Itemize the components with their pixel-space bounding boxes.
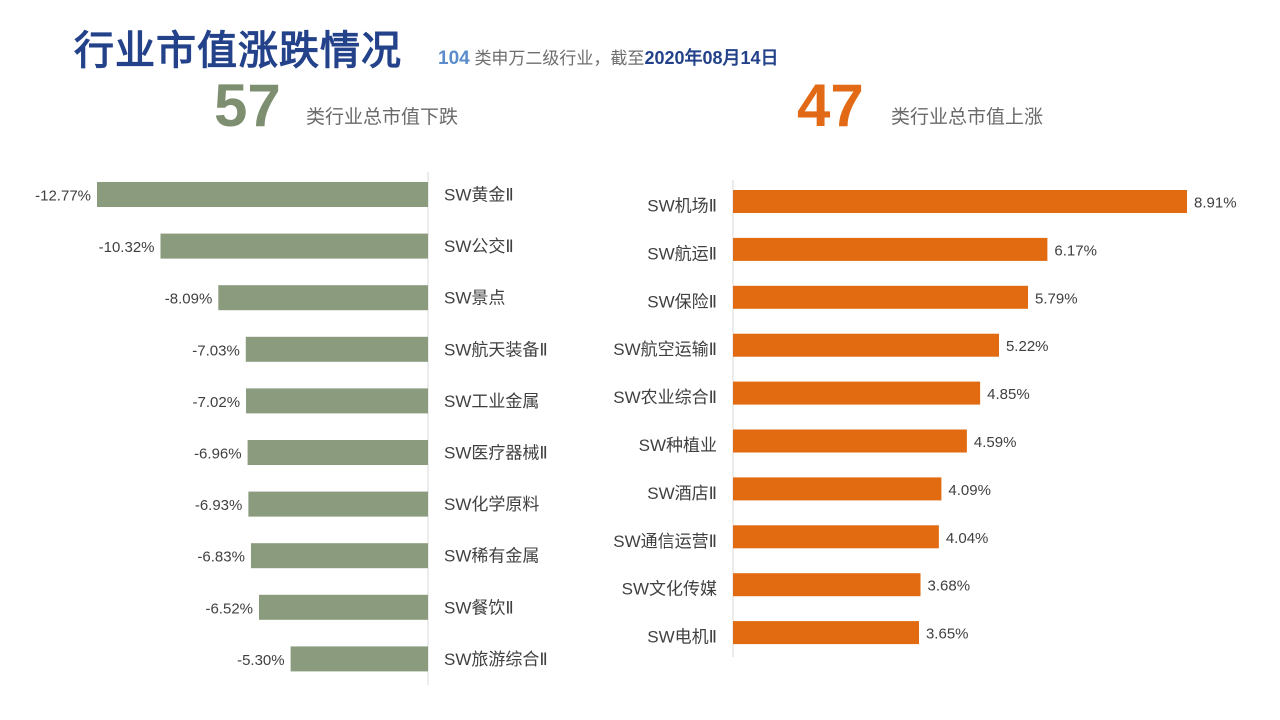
up-category-label: SW酒店Ⅱ — [647, 484, 717, 503]
up-category-label: SW农业综合Ⅱ — [613, 388, 717, 407]
up-category-label: SW机场Ⅱ — [647, 197, 717, 216]
down-value-label: -7.02% — [193, 394, 241, 411]
down-category-label: SW航天装备Ⅱ — [444, 340, 548, 359]
up-category-label: SW种植业 — [639, 436, 717, 455]
down-value-label: -5.30% — [237, 652, 285, 669]
page-title: 行业市值涨跌情况 — [74, 29, 402, 73]
down-bar — [246, 388, 428, 414]
down-value-label: -12.77% — [35, 188, 91, 205]
up-category-label: SW电机Ⅱ — [647, 628, 717, 647]
up-category-label: SW航空运输Ⅱ — [613, 340, 717, 359]
down-category-label: SW景点 — [444, 289, 505, 308]
down-value-label: -6.93% — [195, 497, 243, 514]
up-value-label: 4.85% — [987, 386, 1030, 403]
down-bar — [247, 440, 428, 465]
down-bar — [97, 182, 428, 207]
down-bar — [250, 543, 428, 569]
down-bar — [218, 285, 428, 311]
down-value-label: -6.52% — [205, 600, 253, 617]
up-category-label: SW航运Ⅱ — [647, 244, 717, 263]
up-category-label: SW通信运营Ⅱ — [613, 532, 717, 551]
down-bar — [248, 491, 428, 517]
up-value-label: 5.79% — [1035, 290, 1078, 307]
up-value-label: 4.59% — [974, 434, 1017, 451]
up-value-label: 3.68% — [928, 578, 971, 595]
up-category-label: SW文化传媒 — [622, 580, 717, 599]
down-bar — [245, 336, 428, 362]
up-bar — [733, 237, 1048, 261]
down-bar — [259, 594, 428, 620]
down-count: 57 — [214, 72, 281, 139]
up-category-label: SW保险Ⅱ — [647, 292, 717, 311]
down-category-label: SW化学原料 — [444, 495, 539, 514]
down-category-label: SW稀有金属 — [444, 547, 539, 566]
down-value-label: -7.03% — [192, 342, 240, 359]
up-bar — [733, 429, 967, 453]
down-category-label: SW公交Ⅱ — [444, 237, 514, 256]
down-bar — [290, 646, 428, 672]
up-value-label: 3.65% — [926, 626, 969, 643]
subtitle-text: 类申万二级行业，截至 — [474, 49, 645, 68]
up-count: 47 — [797, 72, 864, 139]
page-subtitle: 104 类申万二级行业，截至2020年08月14日 — [438, 44, 779, 70]
up-bar — [733, 477, 942, 501]
up-bar — [733, 333, 999, 357]
down-category-label: SW旅游综合Ⅱ — [444, 650, 548, 669]
up-value-label: 4.04% — [946, 530, 989, 547]
up-bar — [733, 285, 1029, 309]
up-bar — [733, 525, 939, 549]
up-bar — [733, 621, 919, 645]
down-category-label: SW黄金Ⅱ — [444, 186, 514, 205]
as-of-date: 2020年08月14日 — [644, 48, 779, 68]
down-category-label: SW医疗器械Ⅱ — [444, 444, 548, 463]
up-value-label: 6.17% — [1054, 242, 1097, 259]
up-value-label: 4.09% — [948, 482, 991, 499]
down-category-label: SW餐饮Ⅱ — [444, 598, 514, 617]
up-bar — [733, 190, 1187, 213]
up-label: 类行业总市值上涨 — [891, 107, 1044, 128]
up-value-label: 8.91% — [1194, 195, 1237, 212]
down-category-label: SW工业金属 — [444, 392, 539, 411]
down-bar — [160, 233, 428, 259]
down-label: 类行业总市值下跌 — [306, 107, 459, 128]
down-value-label: -6.83% — [197, 549, 245, 566]
up-bar — [733, 573, 921, 597]
industry-count: 104 — [438, 48, 470, 69]
down-value-label: -6.96% — [194, 446, 242, 463]
up-bar — [733, 381, 981, 405]
down-value-label: -8.09% — [165, 291, 213, 308]
down-value-label: -10.32% — [99, 239, 155, 256]
up-value-label: 5.22% — [1006, 338, 1049, 355]
